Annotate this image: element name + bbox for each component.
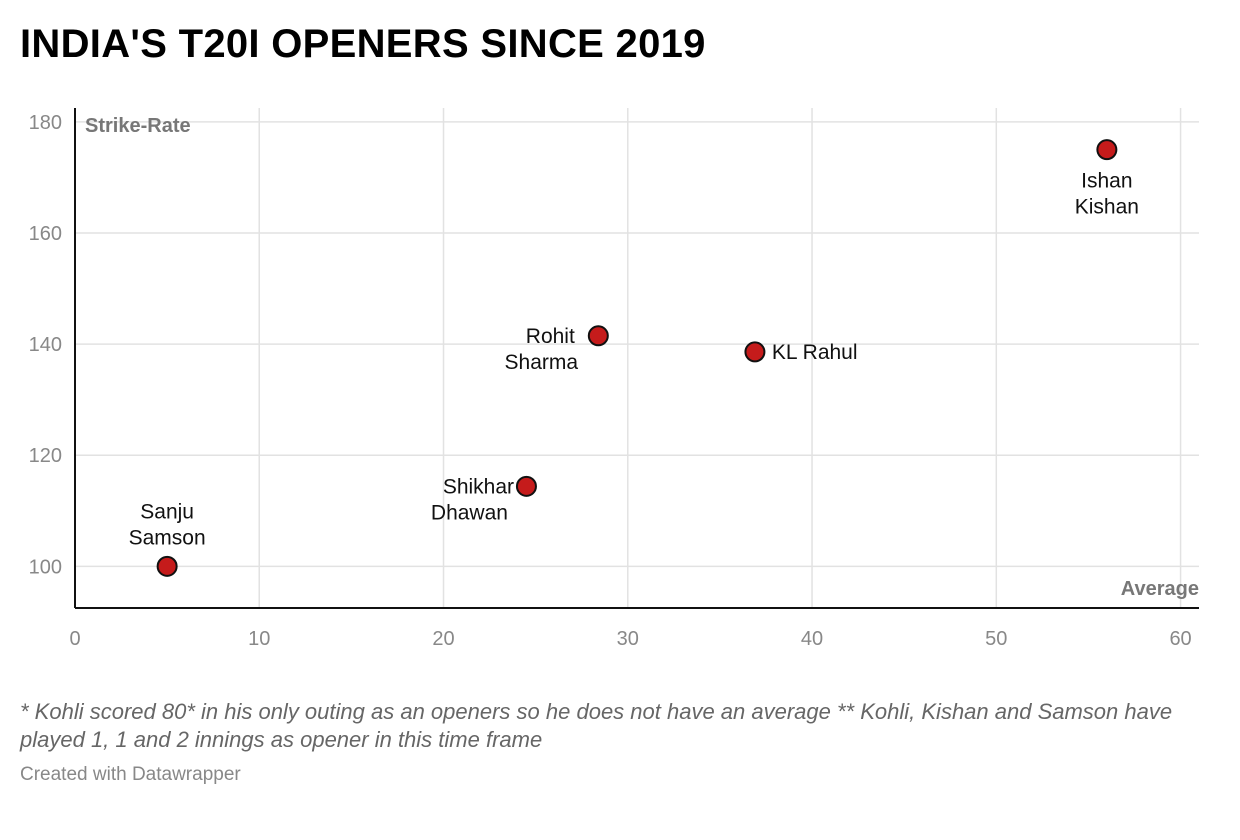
y-axis-title: Strike-Rate: [85, 115, 191, 137]
tick-labels: 0 10 20 30 40 50 60 100 120 140 160 180: [29, 112, 1192, 650]
data-points: Ishan Kishan Rohit Sharma KL Rahul Shikhar Dha…: [129, 139, 1139, 577]
data-point-group: Sanju Samson: [129, 500, 206, 577]
scatter-point: [1096, 139, 1118, 161]
data-point-group: Ishan Kishan: [1075, 139, 1139, 219]
point-label: Samson: [129, 526, 206, 549]
axes: [74, 108, 1199, 609]
data-point-group: Shikhar Dhawan: [431, 475, 537, 524]
scatter-point: [744, 341, 766, 363]
point-label: Rohit: [526, 325, 575, 348]
point-label: Sanju: [140, 500, 194, 523]
y-tick-label: 160: [29, 223, 62, 245]
x-tick-label: 40: [801, 628, 823, 650]
point-label: KL Rahul: [772, 341, 858, 364]
x-tick-label: 10: [248, 628, 270, 650]
scatter-point: [156, 555, 178, 577]
data-point-group: Rohit Sharma: [505, 325, 609, 374]
x-tick-label: 20: [432, 628, 454, 650]
x-axis-title: Average: [1121, 578, 1199, 600]
footnote: * Kohli scored 80* in his only outing as…: [20, 699, 1173, 752]
y-tick-label: 140: [29, 334, 62, 356]
point-label: Dhawan: [431, 501, 508, 524]
scatter-chart: 0 10 20 30 40 50 60 100 120 140 160 180 Strike-Rate…: [29, 108, 1199, 650]
y-tick-label: 180: [29, 112, 62, 134]
data-point-group: KL Rahul: [744, 341, 858, 364]
point-label: Ishan: [1081, 170, 1132, 193]
x-tick-label: 60: [1169, 628, 1191, 650]
gridlines: [75, 108, 1199, 608]
x-tick-label: 50: [985, 628, 1007, 650]
point-label: Shikhar: [443, 475, 514, 498]
x-tick-label: 30: [617, 628, 639, 650]
point-label: Kishan: [1075, 196, 1139, 219]
chart-title: INDIA'S T20I OPENERS SINCE 2019: [20, 22, 706, 66]
scatter-point: [515, 475, 537, 497]
y-tick-label: 120: [29, 445, 62, 467]
credit-line: Created with Datawrapper: [20, 764, 241, 785]
y-tick-label: 100: [29, 556, 62, 578]
x-tick-label: 0: [69, 628, 80, 650]
point-label: Sharma: [505, 351, 579, 374]
scatter-point: [587, 325, 609, 347]
